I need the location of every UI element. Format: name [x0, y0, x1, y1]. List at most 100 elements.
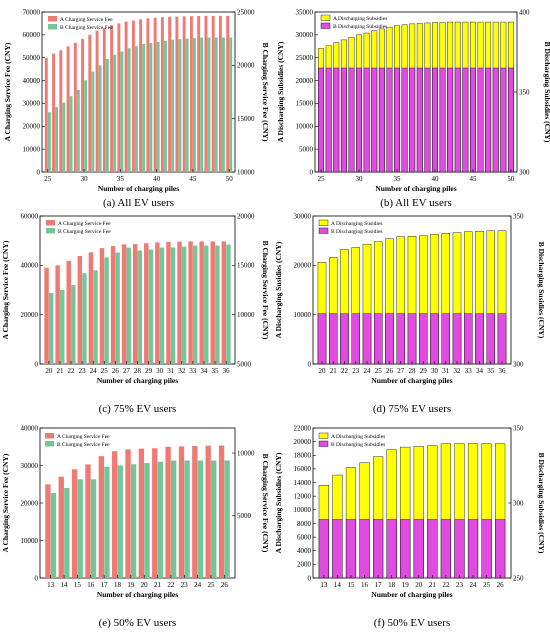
legend-swatch	[320, 22, 331, 29]
bar-b	[60, 290, 65, 364]
bar-a	[182, 16, 186, 172]
x-tick-label: 15	[347, 581, 355, 589]
x-tick-label: 29	[145, 367, 153, 375]
x-tick-label: 13	[320, 581, 328, 589]
bar-b	[340, 313, 349, 365]
bar-b	[464, 313, 473, 365]
y-tick-label: 30000	[23, 100, 41, 108]
bar-b	[157, 461, 163, 578]
legend-swatch	[45, 433, 54, 439]
bar-b	[481, 519, 492, 579]
bar-b	[126, 247, 131, 364]
bar-b	[452, 313, 462, 365]
bar-b	[127, 48, 131, 173]
bar-b	[134, 46, 138, 173]
bar-a	[112, 451, 118, 578]
bar-b	[378, 67, 385, 173]
y-tick-label: 40000	[21, 424, 39, 432]
y-tick-label: 4000	[297, 547, 312, 555]
x-tick-label: 31	[442, 367, 450, 375]
bar-b	[84, 80, 88, 172]
bar-a	[199, 241, 204, 364]
x-tick-label: 14	[334, 581, 342, 589]
bar-a	[132, 244, 138, 364]
y-tick-label: 20000	[294, 438, 312, 446]
x-tick-label: 16	[87, 581, 95, 589]
bar-b	[130, 464, 137, 578]
bar-b	[413, 519, 424, 579]
bar-b	[329, 313, 338, 365]
y2-tick-label: 250	[513, 574, 524, 582]
bar-b	[149, 42, 153, 172]
x-tick-label: 34	[476, 367, 484, 375]
bar-b	[163, 40, 167, 172]
x-tick-label: 24	[364, 367, 372, 375]
bar-b	[142, 44, 146, 172]
y2-tick-label: 10000	[237, 311, 255, 319]
bar-a	[152, 448, 158, 578]
bar-b	[197, 460, 204, 578]
bar-a	[98, 456, 105, 578]
y-tick-label: 10000	[294, 506, 312, 514]
bar-b	[170, 460, 177, 578]
bar-b	[419, 313, 428, 365]
x-tick-label: 23	[456, 581, 464, 589]
y2-tick-label: 400	[519, 8, 530, 16]
bar-a	[204, 15, 208, 173]
legend-label: B Discharging Subsidies	[331, 442, 385, 448]
y2-tick-label: 10000	[237, 449, 255, 457]
bar-b	[386, 519, 397, 579]
bar-b	[470, 67, 476, 173]
bar-b	[47, 112, 51, 172]
y2-tick-label: 10000	[237, 168, 255, 176]
legend-swatch	[46, 228, 55, 234]
subfigure-caption: (f) 50% EV users	[374, 617, 450, 629]
y-tick-label: 16000	[294, 465, 312, 473]
y-tick-label: 30000	[296, 31, 314, 39]
x-tick-label: 25	[101, 367, 109, 375]
bar-b	[441, 313, 451, 365]
x-tick-label: 20	[415, 581, 423, 589]
y-tick-label: 30000	[294, 212, 312, 220]
y2-tick-label: 20000	[237, 62, 255, 70]
bar-b	[156, 41, 160, 172]
legend-label: A Charging Service Fee	[60, 17, 113, 23]
bar-a	[52, 53, 56, 172]
x-tick-label: 35	[394, 175, 402, 183]
x-axis-label: Number of charging piles	[371, 590, 452, 599]
bar-b	[50, 493, 57, 578]
bar-a	[99, 248, 105, 364]
bar-b	[373, 519, 384, 579]
legend-label: A Discharging Susidies	[331, 221, 383, 227]
chart-e: 0 10000 20000 30000 40000 5000 10000 13 14 15 16 17…	[1, 424, 270, 629]
y-axis-label: A Charging Service Fee (CNY)	[1, 453, 10, 552]
bar-a	[139, 19, 143, 172]
x-axis-label: Number of charging piles	[97, 376, 178, 385]
legend-swatch	[45, 441, 54, 447]
bar-b	[104, 257, 109, 364]
y-axis-label: A Charging Service Fee (CNY)	[1, 240, 10, 339]
y-tick-label: 14000	[294, 479, 312, 487]
x-tick-label: 21	[429, 581, 437, 589]
bar-a	[55, 265, 60, 364]
y2-tick-label: 300	[519, 168, 530, 176]
y-tick-label: 0	[35, 574, 39, 582]
y2-axis-label: B Discharging Subsidies (CNY)	[537, 453, 546, 554]
x-tick-label: 17	[375, 581, 383, 589]
subfigure-caption: (d) 75% EV users	[373, 403, 451, 415]
bar-b	[69, 96, 73, 172]
bar-b	[340, 67, 347, 173]
x-tick-label: 29	[420, 367, 428, 375]
y-tick-label: 30000	[21, 462, 39, 470]
x-tick-label: 20	[319, 367, 327, 375]
y-tick-label: 10000	[294, 311, 312, 319]
y-tick-label: 0	[308, 574, 312, 582]
x-axis-label: Number of charging piles	[97, 590, 178, 599]
bar-b	[148, 249, 154, 364]
legend-swatch	[48, 16, 57, 22]
x-tick-label: 28	[134, 367, 142, 375]
x-tick-label: 21	[330, 367, 338, 375]
chart-a: 0 10000 20000 30000 40000 50000 60000 70000 1000…	[3, 8, 270, 209]
x-tick-label: 45	[189, 175, 197, 183]
bar-b	[318, 67, 325, 173]
